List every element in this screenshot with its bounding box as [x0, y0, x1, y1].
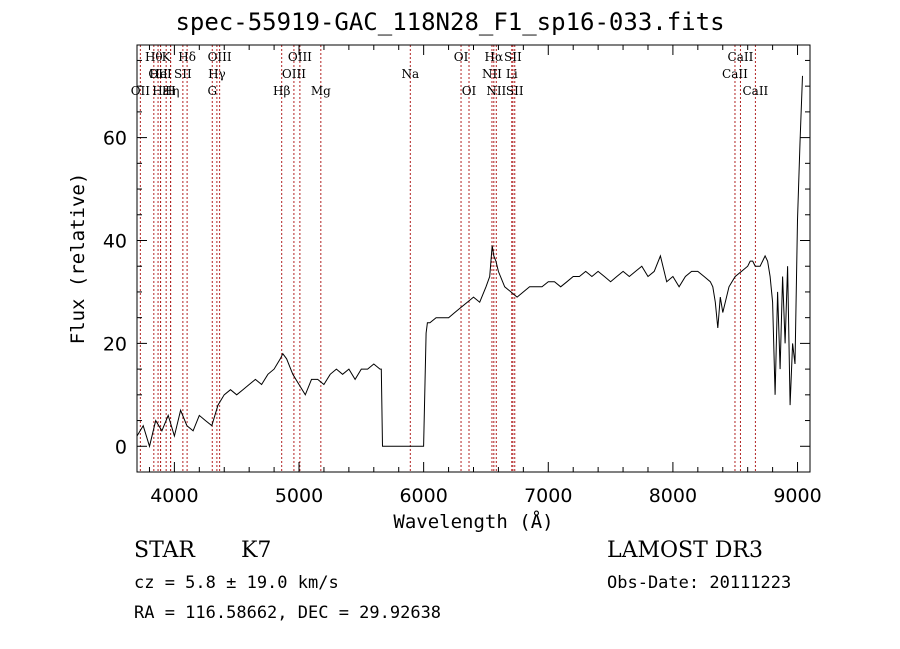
line-marker-label: OIII [288, 50, 312, 64]
line-marker-label: OIII [282, 67, 306, 81]
line-marker-label: CaII [722, 67, 748, 81]
line-marker-label: Hα [485, 50, 504, 64]
y-tick-label: 40 [103, 230, 127, 252]
x-tick-label: 8000 [649, 485, 697, 507]
line-marker-label: OI [454, 50, 469, 64]
line-marker-label: Na [401, 67, 419, 81]
line-marker-label: OII [148, 67, 168, 81]
line-marker-label: Hγ [208, 67, 226, 81]
line-marker-label: OIII [208, 50, 232, 64]
line-marker-label: Hε [152, 84, 169, 98]
spectrum-line [136, 75, 803, 449]
line-marker-label: Hη [162, 84, 180, 98]
line-marker-label: G [207, 84, 217, 98]
x-tick-label: 4000 [150, 485, 198, 507]
x-tick-label: 7000 [524, 485, 572, 507]
line-marker-label: Mg [311, 84, 331, 98]
x-tick-label: 6000 [399, 485, 447, 507]
y-axis-label: Flux (relative) [67, 173, 89, 345]
y-tick-label: 60 [103, 128, 127, 150]
line-marker-label: CaII [728, 50, 754, 64]
object-class: STAR [134, 538, 195, 563]
coordinates: RA = 116.58662, DEC = 29.92638 [134, 603, 442, 623]
y-tick-label: 0 [115, 436, 127, 458]
subclass: K7 [241, 538, 272, 563]
y-tick-label: 20 [103, 333, 127, 355]
y-axis-ticks: 0 20 40 60 [103, 59, 810, 473]
line-marker-label: H [165, 84, 175, 98]
line-marker-label: HeI [149, 67, 172, 81]
line-markers [139, 45, 756, 472]
line-marker-label: CaII [742, 84, 768, 98]
survey-label: LAMOST DR3 [607, 538, 763, 563]
chart-title: spec-55919-GAC_118N28_F1_sp16-033.fits [175, 8, 725, 36]
line-marker-label: Li [506, 67, 518, 81]
line-marker-label: SII [506, 84, 524, 98]
line-marker-label: NII [486, 84, 506, 98]
redshift-readout: cz = 5.8 ± 19.0 km/s [134, 573, 339, 593]
x-axis-ticks: 4000 5000 6000 7000 8000 9000 [148, 45, 822, 507]
x-tick-label: 9000 [773, 485, 821, 507]
line-marker-label: SII [504, 50, 522, 64]
x-axis-label: Wavelength (Å) [393, 510, 553, 533]
x-tick-label: 5000 [275, 485, 323, 507]
line-marker-label: K [162, 50, 172, 64]
obs-date: Obs-Date: 20111223 [607, 573, 792, 593]
line-marker-label: Hδ [178, 50, 196, 64]
line-marker-label: OII [131, 84, 151, 98]
line-marker-label: NII [482, 67, 502, 81]
line-marker-label: SII [174, 67, 192, 81]
line-marker-label: Hβ [273, 84, 290, 98]
line-marker-label: OI [462, 84, 477, 98]
plot-frame [136, 44, 811, 473]
line-marker-label: Hθ [145, 50, 163, 64]
